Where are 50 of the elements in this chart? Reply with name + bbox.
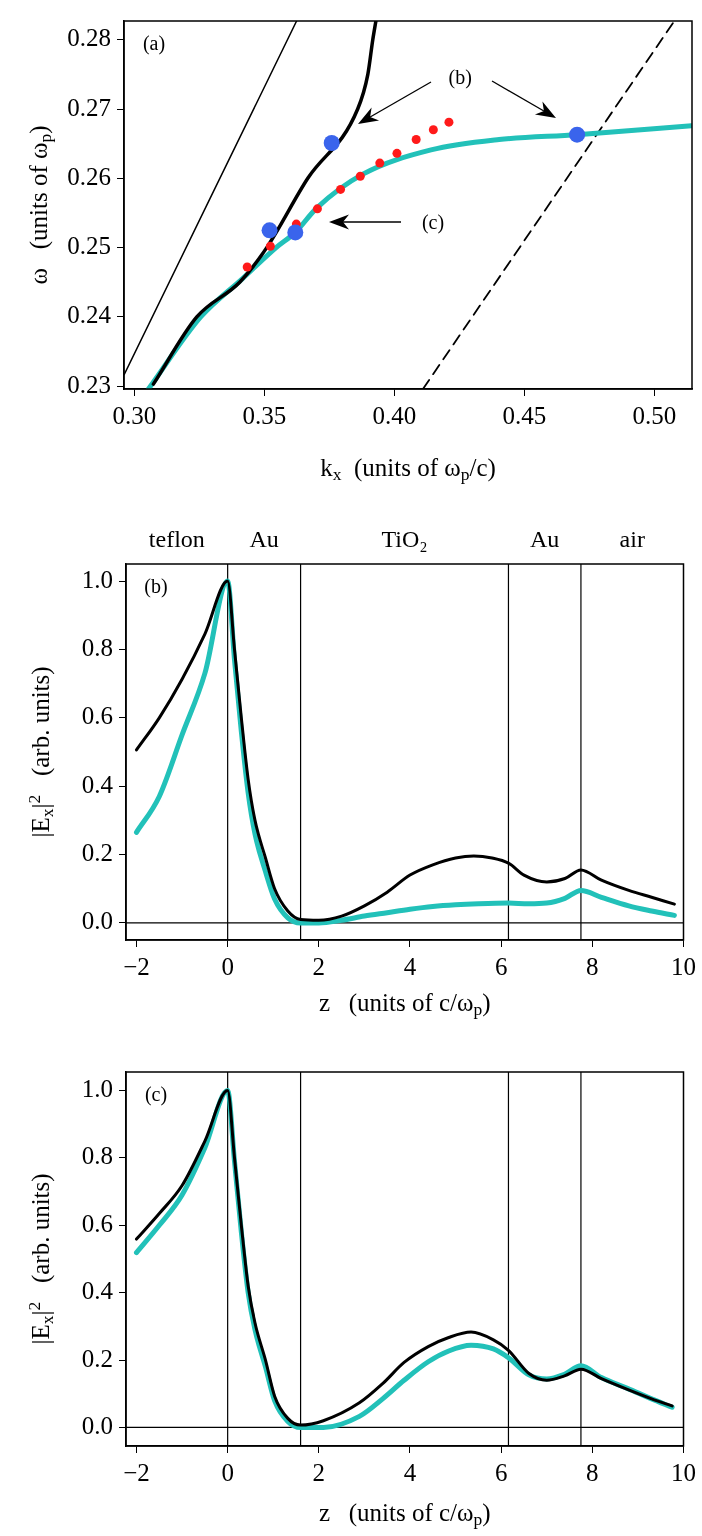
y-tick-label: 1.0 bbox=[81, 1075, 113, 1103]
x-tick-label: 0.50 bbox=[632, 401, 677, 429]
annotation: (c) bbox=[144, 1083, 168, 1107]
x-tick-label: 2 bbox=[312, 1458, 326, 1486]
y-tick-label: 0.4 bbox=[81, 1277, 114, 1305]
x-tick-label: 0.30 bbox=[112, 401, 157, 429]
x-tick-label: 0.35 bbox=[242, 401, 287, 429]
y-tick-label: 0.28 bbox=[67, 24, 111, 52]
x-tick-label: 6 bbox=[494, 952, 508, 980]
y-tick-label: 0.8 bbox=[81, 1142, 113, 1170]
x-tick-label: 10 bbox=[671, 1458, 696, 1486]
text: TiO₂ bbox=[381, 526, 428, 553]
x-tick-label: 4 bbox=[403, 1458, 417, 1486]
y-tick-label: 0.0 bbox=[81, 1412, 113, 1440]
x-tick-label: 0.40 bbox=[372, 401, 417, 429]
text: Au bbox=[249, 526, 279, 553]
text: teflon bbox=[148, 526, 205, 553]
y-tick-label: 0.0 bbox=[81, 907, 113, 935]
x-tick-label: 8 bbox=[586, 1458, 599, 1486]
annotation: (b) bbox=[144, 575, 168, 599]
x-tick-label: 0 bbox=[221, 1458, 234, 1486]
annotation: (c) bbox=[421, 211, 445, 235]
x-tick-label: 6 bbox=[494, 1458, 508, 1486]
y-tick-label: 0.6 bbox=[81, 1209, 113, 1237]
x-tick-label: −2 bbox=[123, 952, 150, 980]
y-tick-label: 0.6 bbox=[81, 702, 113, 730]
y-axis-title: |Ex|2 (arb. units) bbox=[24, 1173, 57, 1345]
y-tick-label: 0.26 bbox=[67, 162, 111, 190]
x-tick-label: 4 bbox=[403, 952, 417, 980]
x-tick-label: 8 bbox=[586, 952, 599, 980]
y-tick-label: 0.24 bbox=[67, 301, 112, 329]
y-tick-label: 0.4 bbox=[81, 770, 114, 798]
y-axis-title: |Ex|2 (arb. units) bbox=[24, 666, 57, 838]
text: Au bbox=[530, 526, 560, 553]
x-tick-label: −2 bbox=[123, 1458, 150, 1486]
x-tick-label: 2 bbox=[312, 952, 326, 980]
y-axis-title: ω (units of ωp) bbox=[24, 125, 55, 285]
x-tick-label: 0.45 bbox=[502, 401, 547, 429]
y-tick-label: 0.27 bbox=[67, 93, 111, 121]
x-tick-label: 0 bbox=[221, 952, 234, 980]
x-tick-label: 10 bbox=[671, 952, 696, 980]
text: air bbox=[619, 526, 645, 553]
y-tick-label: 0.8 bbox=[81, 634, 113, 662]
annotation: (b) bbox=[448, 66, 472, 90]
y-tick-label: 0.2 bbox=[81, 839, 113, 867]
y-tick-label: 0.2 bbox=[81, 1344, 113, 1372]
y-tick-label: 0.25 bbox=[67, 232, 111, 260]
annotation: (a) bbox=[142, 32, 166, 56]
y-tick-label: 1.0 bbox=[81, 565, 113, 593]
y-tick-label: 0.23 bbox=[67, 370, 111, 398]
